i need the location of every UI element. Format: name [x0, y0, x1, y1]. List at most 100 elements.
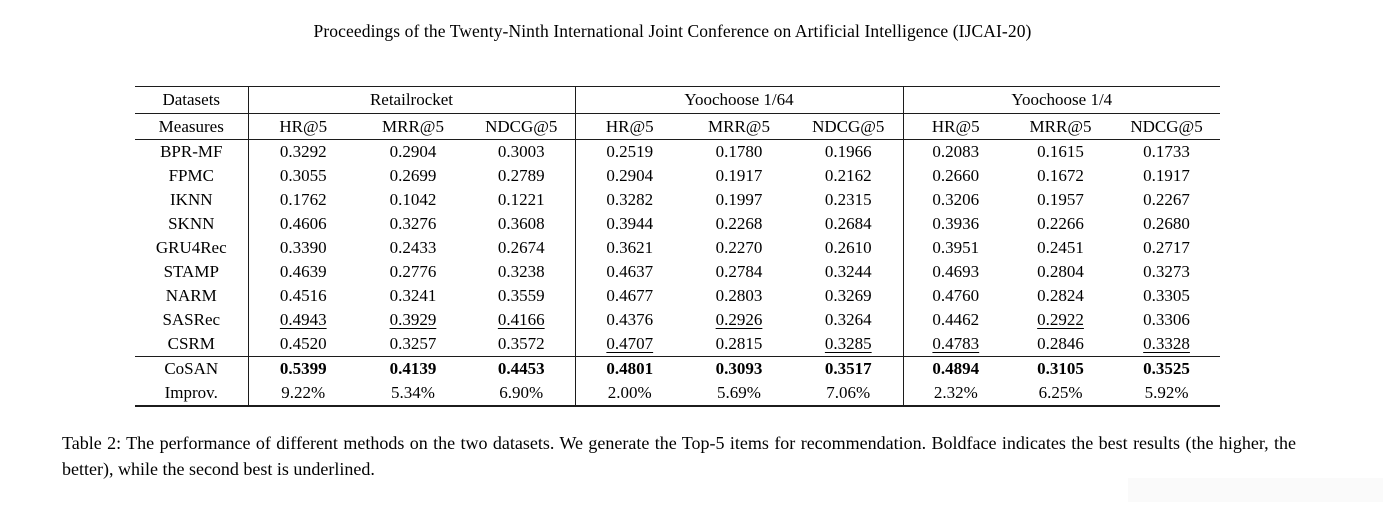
table-row: STAMP 0.4639 0.2776 0.3238 0.4637 0.2784… — [135, 260, 1220, 284]
method-name: IKNN — [135, 188, 249, 212]
table-row: SKNN 0.4606 0.3276 0.3608 0.3944 0.2268 … — [135, 212, 1220, 236]
metric-cell: 0.3264 — [794, 308, 904, 332]
measure-header: NDCG@5 — [468, 113, 576, 140]
results-table: Datasets Retailrocket Yoochoose 1/64 Yoo… — [135, 86, 1221, 407]
table-row-cosan: CoSAN 0.5399 0.4139 0.4453 0.4801 0.3093… — [135, 356, 1221, 381]
method-name: STAMP — [135, 260, 249, 284]
highlight-block — [1128, 478, 1383, 502]
metric-cell: 0.2519 — [606, 142, 654, 161]
metric-cell: 0.3105 — [1008, 356, 1114, 381]
metric-cell: 6.90% — [468, 381, 576, 406]
metric-cell: 0.3608 — [468, 212, 576, 236]
metric-cell: 9.22% — [281, 383, 326, 402]
metric-cell: 0.3328 — [1143, 334, 1190, 353]
table-row: BPR-MF 0.3292 0.2904 0.3003 0.2519 0.178… — [135, 139, 1220, 164]
method-name: Improv. — [135, 381, 249, 406]
metric-cell: 0.4707 — [606, 334, 654, 353]
metric-cell: 0.5399 — [248, 356, 358, 381]
metric-cell: 0.2803 — [715, 286, 763, 305]
group-header-yoochoose-4: Yoochoose 1/4 — [903, 86, 1221, 114]
table-row: CSRM 0.4520 0.3257 0.3572 0.4707 0.2815 … — [135, 332, 1220, 357]
measure-header: HR@5 — [248, 113, 358, 140]
metric-cell: 0.3206 — [932, 190, 980, 209]
metric-cell: 0.3951 — [932, 238, 980, 257]
metric-cell: 5.34% — [391, 383, 435, 402]
metric-cell: 0.2789 — [468, 164, 576, 188]
metric-cell: 0.3306 — [1143, 310, 1190, 329]
metric-cell: 0.2904 — [606, 166, 654, 185]
metric-cell: 7.06% — [794, 381, 904, 406]
metric-cell: 6.25% — [1038, 383, 1083, 402]
metric-cell: 0.2270 — [715, 238, 763, 257]
metric-cell: 0.2680 — [1143, 214, 1190, 233]
metric-cell: 0.3238 — [468, 260, 576, 284]
metric-cell: 0.4462 — [932, 310, 980, 329]
metric-cell: 0.2267 — [1143, 190, 1190, 209]
metric-cell: 0.3269 — [794, 284, 904, 308]
metric-cell: 0.2784 — [715, 262, 763, 281]
method-name: FPMC — [135, 164, 249, 188]
metric-cell: 0.3276 — [389, 214, 437, 233]
group-header-retailrocket: Retailrocket — [248, 86, 576, 114]
metric-cell: 0.3936 — [932, 214, 980, 233]
metric-cell: 0.3273 — [1143, 262, 1190, 281]
metric-cell: 0.2315 — [794, 188, 904, 212]
metric-cell: 0.4693 — [932, 262, 980, 281]
metric-cell: 0.2717 — [1143, 238, 1190, 257]
proceedings-header: Proceedings of the Twenty-Ninth Internat… — [313, 21, 1032, 41]
metric-cell: 0.2824 — [1037, 286, 1084, 305]
measure-header: NDCG@5 — [1113, 113, 1221, 140]
measure-header: HR@5 — [575, 113, 684, 140]
metric-cell: 0.3257 — [389, 334, 437, 353]
metric-cell: 0.2815 — [715, 334, 763, 353]
metric-cell: 0.1780 — [715, 142, 763, 161]
metric-cell: 0.1997 — [715, 190, 763, 209]
metric-cell: 0.4801 — [575, 356, 684, 381]
metric-cell: 0.1917 — [1143, 166, 1190, 185]
metric-cell: 0.4166 — [468, 308, 576, 332]
metric-cell: 0.1615 — [1037, 142, 1084, 161]
method-name: NARM — [135, 284, 249, 308]
metric-cell: 0.4783 — [932, 334, 980, 353]
metric-cell: 0.3241 — [389, 286, 437, 305]
table-row: IKNN 0.1762 0.1042 0.1221 0.3282 0.1997 … — [135, 188, 1220, 212]
metric-cell: 0.2922 — [1037, 310, 1084, 329]
table-row: NARM 0.4516 0.3241 0.3559 0.4677 0.2803 … — [135, 284, 1220, 308]
table-row-improv: Improv. 9.22% 5.34% 6.90% 2.00% 5.69% 7.… — [135, 381, 1220, 406]
metric-cell: 0.3003 — [468, 139, 576, 164]
metric-cell: 0.2926 — [715, 310, 763, 329]
metric-cell: 0.1221 — [468, 188, 576, 212]
metric-cell: 5.92% — [1144, 383, 1189, 402]
metric-cell: 0.2433 — [389, 238, 437, 257]
metric-cell: 0.4453 — [468, 356, 576, 381]
metric-cell: 0.3292 — [279, 142, 327, 161]
metric-cell: 0.2162 — [794, 164, 904, 188]
table-row: GRU4Rec 0.3390 0.2433 0.2674 0.3621 0.22… — [135, 236, 1220, 260]
method-name: BPR-MF — [135, 139, 249, 164]
metric-cell: 0.3525 — [1113, 356, 1221, 381]
metric-cell: 0.2268 — [715, 214, 763, 233]
metric-cell: 0.2610 — [794, 236, 904, 260]
metric-cell: 2.00% — [607, 383, 652, 402]
group-header-yoochoose-64: Yoochoose 1/64 — [575, 86, 904, 114]
metric-cell: 2.32% — [933, 383, 978, 402]
metric-cell: 0.1917 — [715, 166, 763, 185]
metric-cell: 0.2083 — [932, 142, 980, 161]
metric-cell: 0.4639 — [279, 262, 327, 281]
metric-cell: 0.2684 — [794, 212, 904, 236]
metric-cell: 0.4943 — [279, 310, 327, 329]
metric-cell: 0.1672 — [1037, 166, 1084, 185]
measure-header: HR@5 — [903, 113, 1009, 140]
metric-cell: 0.2846 — [1037, 334, 1084, 353]
method-name: CoSAN — [135, 356, 249, 381]
table-row-datasets: Datasets Retailrocket Yoochoose 1/64 Yoo… — [135, 86, 1221, 114]
measure-header: MRR@5 — [358, 113, 468, 140]
metric-cell: 0.1966 — [794, 139, 904, 164]
metric-cell: 0.1957 — [1037, 190, 1084, 209]
metric-cell: 0.3390 — [279, 238, 327, 257]
metric-cell: 0.4516 — [279, 286, 327, 305]
metric-cell: 0.4139 — [358, 356, 468, 381]
metric-cell: 0.3621 — [606, 238, 654, 257]
datasets-header: Datasets — [135, 86, 249, 114]
metric-cell: 0.3055 — [279, 166, 327, 185]
